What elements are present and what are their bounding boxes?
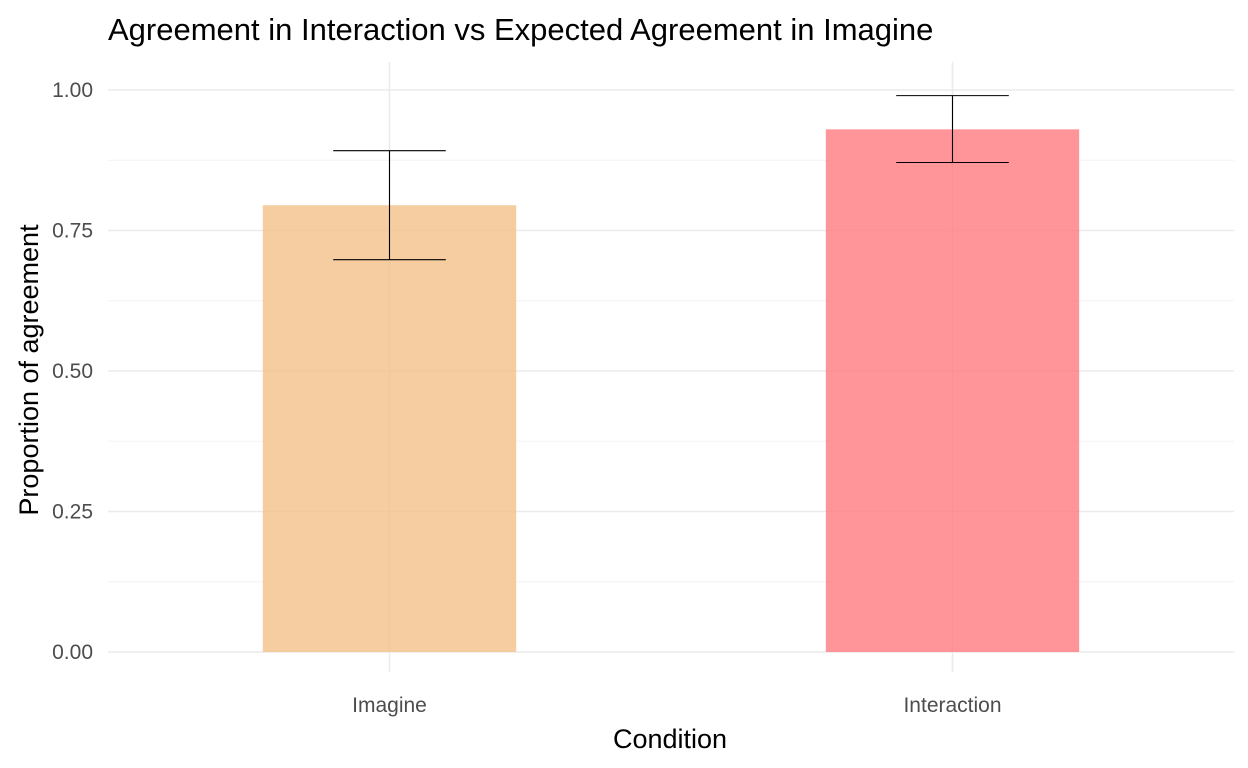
y-axis-title: Proportion of agreement xyxy=(14,224,44,516)
x-axis-tick-labels: Imagine Interaction xyxy=(352,694,1001,717)
y-tick-label: 0.75 xyxy=(52,220,93,243)
x-tick-label: Imagine xyxy=(352,694,427,717)
error-bars xyxy=(333,95,1009,261)
y-tick-label: 0.50 xyxy=(52,360,93,383)
bar-imagine xyxy=(262,205,517,652)
error-bar-imagine xyxy=(333,150,446,261)
bar-interaction xyxy=(825,129,1080,653)
x-axis-title: Condition xyxy=(613,724,727,754)
error-bar-interaction xyxy=(896,95,1009,164)
y-tick-label: 0.25 xyxy=(52,501,93,524)
y-tick-label: 0.00 xyxy=(52,641,93,664)
x-tick-label: Interaction xyxy=(903,694,1001,717)
y-axis-tick-labels: 0.00 0.25 0.50 0.75 1.00 xyxy=(52,79,93,664)
bars xyxy=(262,129,1080,653)
y-tick-label: 1.00 xyxy=(52,79,93,102)
chart-title: Agreement in Interaction vs Expected Agr… xyxy=(108,12,933,47)
